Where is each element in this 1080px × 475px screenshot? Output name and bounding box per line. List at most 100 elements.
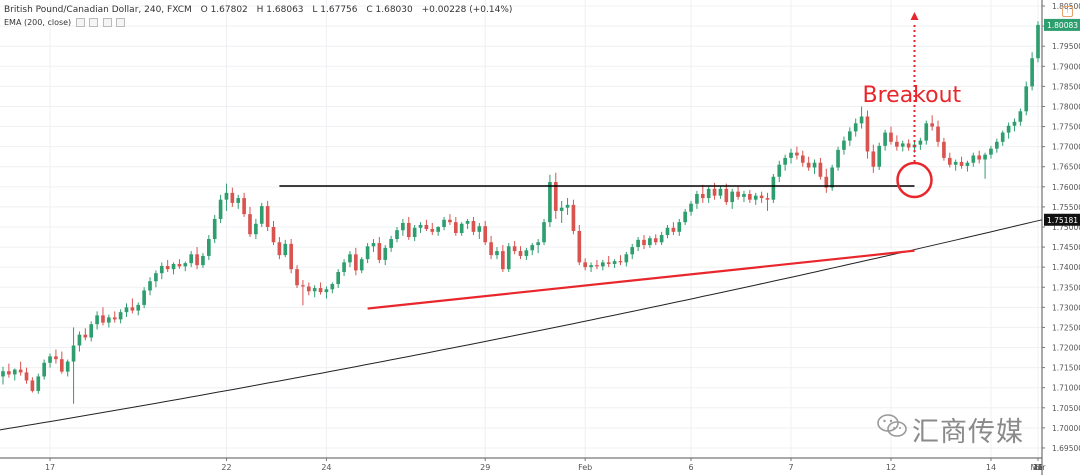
delete-icon[interactable] [102, 18, 112, 27]
candle-body [65, 361, 70, 372]
candle-body [995, 141, 999, 149]
candle-body [542, 222, 546, 243]
candle-body [877, 145, 882, 167]
candle-body [383, 247, 388, 260]
candle-body [536, 242, 540, 246]
symbol-label[interactable]: British Pound/Canadian Dollar, 240, FXCM [4, 5, 192, 15]
candle-body [959, 161, 964, 166]
candle-body [365, 246, 370, 260]
y-tick-label: 1.77500 [1052, 123, 1080, 132]
chart-settings-icon[interactable]: ! [1062, 6, 1073, 17]
low-value: L 1.67756 [312, 5, 358, 15]
candle-body [459, 223, 464, 234]
candle-body [930, 123, 934, 127]
more-icon[interactable] [116, 18, 126, 27]
candle-body [859, 116, 864, 124]
y-tick-label: 1.73000 [1052, 303, 1080, 312]
candle-body [112, 317, 117, 320]
y-tick-label: 1.70500 [1052, 404, 1080, 413]
candle-body [789, 152, 793, 158]
candle-body [248, 214, 252, 235]
wechat-icon [877, 414, 907, 437]
candle-body [348, 254, 352, 263]
candles-group [1, 21, 1040, 404]
candle-body [718, 188, 723, 196]
candle-body [753, 195, 758, 200]
candle-body [7, 371, 11, 375]
x-tick-label: Mar [1030, 463, 1046, 472]
chart-legend: British Pound/Canadian Dollar, 240, FXCM… [4, 5, 518, 15]
y-tick-label: 1.78000 [1052, 102, 1080, 111]
candle-body [853, 123, 858, 132]
candle-body [524, 250, 529, 256]
candle-body [889, 132, 893, 142]
candle-body [477, 226, 482, 232]
x-tick-label: 26 [1033, 463, 1043, 472]
candle-body [259, 206, 264, 224]
candle-body [201, 255, 205, 266]
candle-body [306, 286, 311, 292]
x-tick-label: 12 [886, 463, 896, 472]
ema-value-tag [1044, 213, 1080, 226]
candle-body [42, 362, 46, 377]
candle-body [506, 246, 511, 270]
x-tick-label: 21 [1033, 463, 1043, 472]
candle-body [706, 188, 711, 199]
candle-body [865, 116, 870, 152]
candle-body [748, 194, 752, 200]
candle-body [659, 235, 664, 243]
support-trendline [367, 249, 915, 310]
candle-body [118, 312, 123, 320]
candle-body [195, 254, 199, 266]
candle-body [236, 198, 241, 203]
candle-body [689, 203, 693, 212]
price-axis[interactable]: 1.805001.800001.795001.790001.785001.780… [1042, 2, 1080, 453]
candle-body [130, 307, 135, 311]
x-tick-label: 24 [321, 463, 331, 472]
candle-body [806, 162, 811, 168]
candle-body [565, 204, 570, 208]
candle-body [318, 288, 323, 293]
eye-icon[interactable] [75, 18, 85, 27]
candle-body [277, 242, 282, 256]
candle-body [342, 262, 346, 272]
candle-body [483, 226, 488, 243]
y-tick-label: 1.70000 [1052, 424, 1080, 433]
candle-body [648, 238, 652, 246]
candle-body [183, 263, 188, 267]
candle-body [924, 123, 929, 141]
candle-body [830, 167, 834, 188]
candle-body [918, 140, 923, 145]
candle-body [424, 224, 429, 229]
candle-body [783, 157, 787, 165]
settings-icon[interactable] [89, 18, 99, 27]
breakout-circle [896, 161, 933, 199]
candle-body [953, 161, 958, 165]
candle-body [1012, 121, 1017, 126]
candle-body [148, 281, 152, 291]
candle-body [1036, 24, 1040, 59]
candle-body [695, 194, 699, 204]
indicator-label[interactable]: EMA (200, close) [4, 18, 72, 27]
candle-body [406, 222, 411, 238]
y-tick-label: 1.74500 [1052, 243, 1080, 252]
ema-value-label: 1.75181 [1047, 216, 1078, 225]
candle-body [448, 219, 452, 223]
candle-body [218, 199, 223, 219]
candle-body [453, 222, 458, 234]
candle-body [1018, 111, 1023, 122]
candle-body [765, 198, 770, 200]
candle-body [495, 251, 499, 256]
candle-body [501, 251, 505, 270]
candle-body [489, 242, 493, 256]
candle-body [589, 265, 593, 268]
candle-body [583, 262, 588, 268]
y-tick-label: 1.75500 [1052, 203, 1080, 212]
ema-line [0, 219, 1043, 431]
candle-body [359, 259, 364, 271]
candle-body [512, 246, 517, 252]
candle-body [430, 229, 435, 232]
candle-body [265, 206, 270, 227]
